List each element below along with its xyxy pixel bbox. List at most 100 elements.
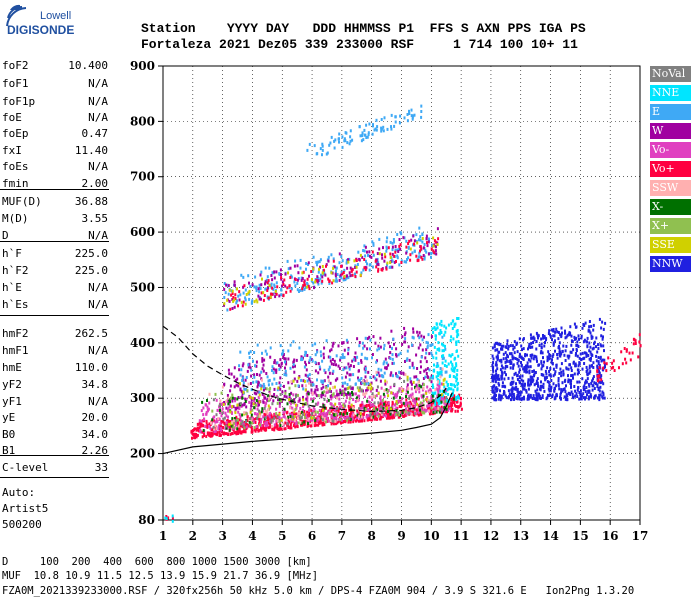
echo-point <box>504 360 507 364</box>
echo-point <box>193 428 195 432</box>
echo-point <box>495 369 497 373</box>
echo-point <box>441 396 444 400</box>
echo-point <box>495 361 498 365</box>
echo-point <box>327 255 330 259</box>
echo-point <box>391 265 394 269</box>
echo-point <box>264 424 267 428</box>
echo-point <box>384 255 387 259</box>
echo-point <box>202 406 205 410</box>
echo-point <box>393 403 396 407</box>
echo-point <box>292 419 295 423</box>
echo-point <box>449 339 452 342</box>
echo-point <box>323 415 326 419</box>
echo-point <box>323 346 326 350</box>
echo-point <box>278 420 281 424</box>
echo-point <box>516 357 519 361</box>
echo-point <box>261 392 264 396</box>
echo-point <box>237 294 240 298</box>
echo-point <box>338 132 341 136</box>
echo-point <box>291 406 294 410</box>
echo-point <box>249 382 252 385</box>
echo-point <box>405 245 408 249</box>
echo-point <box>267 408 269 412</box>
echo-point <box>408 112 411 115</box>
echo-point <box>314 360 317 364</box>
echo-point <box>236 299 238 303</box>
echo-point <box>399 247 402 251</box>
echo-point <box>417 380 420 384</box>
echo-point <box>233 417 236 420</box>
echo-point <box>397 389 400 393</box>
echo-point <box>322 393 324 397</box>
echo-point <box>421 402 424 405</box>
echo-point <box>405 389 408 393</box>
echo-point <box>232 419 235 423</box>
echo-point <box>251 283 254 287</box>
echo-point <box>525 370 528 374</box>
echo-point <box>282 422 285 426</box>
echo-point <box>423 243 426 246</box>
echo-point <box>227 396 230 400</box>
echo-point <box>237 384 240 388</box>
echo-point <box>353 416 356 419</box>
echo-point <box>370 255 373 259</box>
echo-point <box>308 407 311 410</box>
echo-point <box>368 122 371 126</box>
echo-point <box>460 407 463 411</box>
echo-point <box>383 371 386 375</box>
echo-point <box>511 392 514 396</box>
echo-point <box>225 400 228 403</box>
echo-point <box>248 400 251 404</box>
echo-point <box>396 374 399 378</box>
echo-point <box>441 407 444 411</box>
echo-point <box>241 403 244 407</box>
echo-point <box>411 395 414 399</box>
echo-point <box>289 266 292 270</box>
echo-point <box>347 386 350 390</box>
echo-point <box>596 370 599 374</box>
echo-point <box>358 407 360 411</box>
echo-point <box>559 352 562 356</box>
echo-point <box>430 396 433 400</box>
echo-point <box>437 399 440 403</box>
echo-point <box>266 423 269 427</box>
echo-point <box>449 354 452 358</box>
echo-point <box>369 403 372 407</box>
echo-point <box>598 380 601 384</box>
echo-point <box>359 273 362 277</box>
echo-point <box>262 369 265 373</box>
echo-point <box>522 358 525 361</box>
echo-point <box>231 292 234 295</box>
echo-point <box>586 340 588 344</box>
echo-point <box>390 329 393 333</box>
echo-point <box>228 372 231 376</box>
echo-point <box>504 364 507 368</box>
echo-point <box>319 265 321 269</box>
echo-point <box>399 243 402 247</box>
echo-point <box>512 392 515 396</box>
echo-point <box>379 336 382 340</box>
echo-point <box>325 411 328 415</box>
echo-point <box>403 260 406 264</box>
echo-point <box>227 402 230 406</box>
echo-point <box>273 387 276 391</box>
echo-point <box>564 329 566 333</box>
echo-point <box>496 348 499 352</box>
echo-point <box>376 413 378 417</box>
echo-point <box>308 414 311 417</box>
echo-point <box>251 416 254 420</box>
echo-point <box>226 394 229 397</box>
echo-point <box>297 376 300 380</box>
echo-point <box>436 243 439 246</box>
echo-point <box>362 249 365 252</box>
echo-point <box>414 403 417 407</box>
echo-point <box>412 380 415 384</box>
echo-point <box>316 263 318 267</box>
echo-point <box>383 347 385 351</box>
echo-point <box>527 365 530 369</box>
echo-point <box>583 356 586 360</box>
echo-point <box>596 366 599 370</box>
echo-point <box>237 410 240 414</box>
echo-point <box>593 387 596 390</box>
echo-point <box>327 410 329 414</box>
